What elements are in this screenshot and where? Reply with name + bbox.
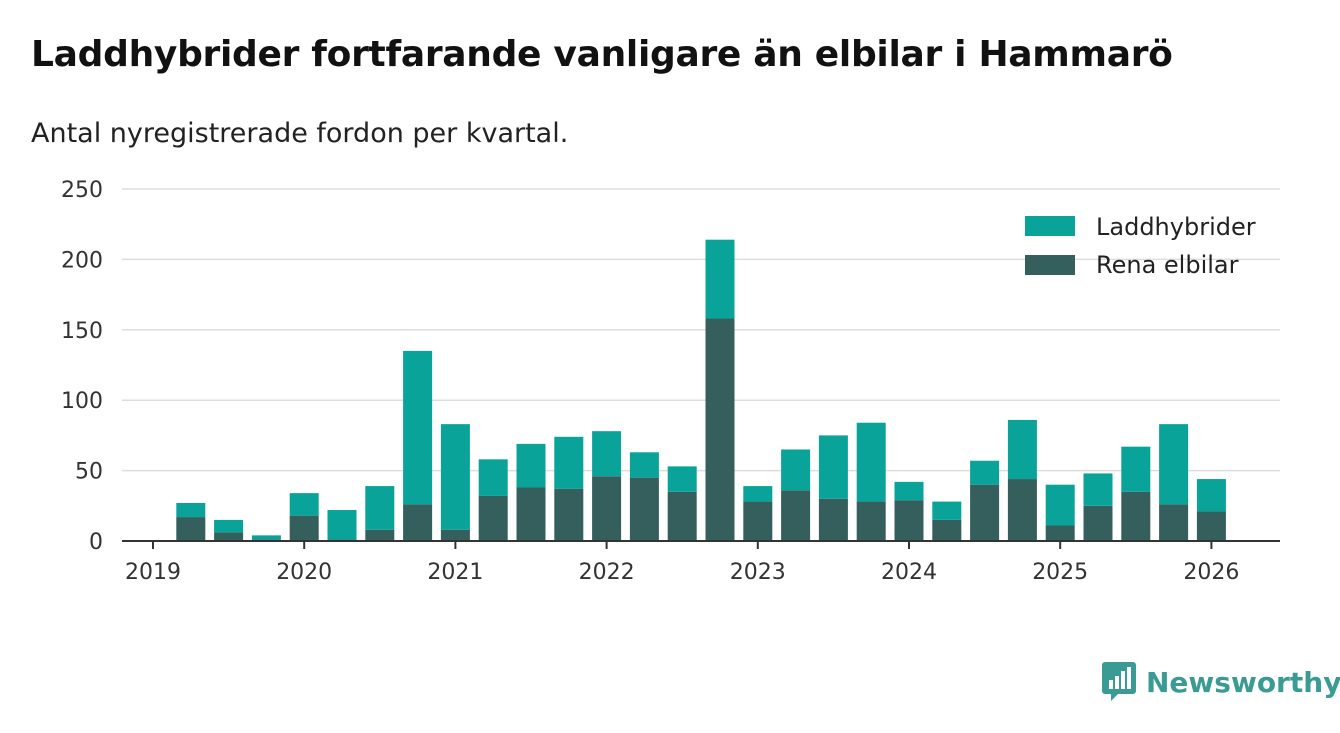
bars [176, 239, 1226, 541]
bar-rena-elbilar [1121, 491, 1151, 541]
bar-laddhybrider [894, 481, 924, 501]
bar-rena-elbilar [365, 529, 395, 541]
bar-rena-elbilar [214, 532, 244, 541]
bar-rena-elbilar [629, 477, 659, 541]
y-tick-label: 200 [61, 248, 103, 273]
bar-laddhybrider [365, 486, 395, 530]
bar-laddhybrider [970, 460, 1000, 485]
bar-laddhybrider [1159, 424, 1189, 505]
bar-rena-elbilar [818, 498, 848, 541]
bar-rena-elbilar [932, 519, 962, 541]
bar-laddhybrider [629, 452, 659, 478]
bar-laddhybrider [1196, 479, 1226, 512]
chart-subtitle: Antal nyregistrerade fordon per kvartal. [31, 118, 569, 149]
bar-laddhybrider [932, 501, 962, 520]
y-tick-label: 100 [61, 389, 103, 414]
bar-laddhybrider [176, 502, 206, 518]
brand-logo[interactable]: Newsworthy [1102, 662, 1340, 702]
bar-laddhybrider [818, 435, 848, 499]
bar-rena-elbilar [743, 501, 773, 541]
bar-laddhybrider [440, 424, 470, 530]
bar-laddhybrider [1045, 484, 1075, 526]
bar-rena-elbilar [894, 500, 924, 541]
bar-rena-elbilar [856, 501, 886, 541]
legend-label-rena-elbilar: Rena elbilar [1096, 251, 1239, 279]
y-tick-label: 250 [61, 178, 103, 203]
bar-rena-elbilar [667, 491, 697, 541]
bar-laddhybrider [705, 239, 735, 319]
legend-swatch-laddhybrider [1025, 216, 1075, 236]
bar-chart-speech-icon [1102, 662, 1136, 701]
bar-laddhybrider [327, 510, 357, 540]
legend: Laddhybrider Rena elbilar [1025, 213, 1256, 279]
brand-name: Newsworthy [1146, 665, 1340, 699]
bar-rena-elbilar [554, 488, 584, 541]
x-tick-label: 2022 [579, 560, 635, 585]
bar-laddhybrider [856, 422, 886, 502]
x-tick-label: 2024 [881, 560, 937, 585]
bar-rena-elbilar [592, 476, 622, 541]
y-tick-label: 50 [75, 460, 103, 485]
y-tick-label: 150 [61, 319, 103, 344]
bar-rena-elbilar [781, 490, 811, 541]
bar-rena-elbilar [970, 484, 1000, 541]
bar-laddhybrider [743, 486, 773, 502]
x-tick-label: 2020 [276, 560, 332, 585]
x-tick-label: 2021 [427, 560, 483, 585]
y-tick-label: 0 [89, 530, 103, 555]
x-tick-label: 2019 [125, 560, 181, 585]
bar-laddhybrider [592, 431, 622, 477]
bar-laddhybrider [781, 449, 811, 491]
bar-rena-elbilar [478, 495, 508, 541]
gridlines [122, 188, 1280, 472]
y-axis-ticks: 0 50 100 150 200 250 [61, 178, 103, 555]
legend-swatch-rena-elbilar [1025, 255, 1075, 275]
bar-rena-elbilar [1196, 511, 1226, 541]
bar-laddhybrider [1083, 473, 1113, 506]
bar-laddhybrider [403, 350, 433, 505]
bar-rena-elbilar [1045, 525, 1075, 541]
legend-label-laddhybrider: Laddhybrider [1096, 213, 1256, 241]
bar-rena-elbilar [1007, 479, 1037, 541]
bar-laddhybrider [516, 443, 546, 488]
bar-laddhybrider [1007, 419, 1037, 480]
bar-laddhybrider [214, 519, 244, 533]
bar-laddhybrider [251, 535, 281, 540]
bar-laddhybrider [478, 459, 508, 496]
bar-rena-elbilar [1159, 504, 1189, 541]
bar-rena-elbilar [1083, 505, 1113, 541]
x-tick-label: 2025 [1032, 560, 1088, 585]
bar-rena-elbilar [440, 529, 470, 541]
bar-rena-elbilar [289, 515, 319, 541]
x-axis: 2019 2020 2021 2022 2023 2024 2025 2026 [122, 540, 1280, 585]
bar-laddhybrider [1121, 446, 1151, 492]
bar-rena-elbilar [705, 318, 735, 541]
chart-title: Laddhybrider fortfarande vanligare än el… [31, 34, 1173, 75]
x-tick-label: 2023 [730, 560, 786, 585]
bar-laddhybrider [289, 493, 319, 516]
bar-laddhybrider [667, 466, 697, 492]
bar-rena-elbilar [403, 504, 433, 541]
bar-rena-elbilar [516, 487, 546, 541]
bar-laddhybrider [554, 436, 584, 489]
x-tick-label: 2026 [1183, 560, 1239, 585]
bar-rena-elbilar [176, 517, 206, 541]
